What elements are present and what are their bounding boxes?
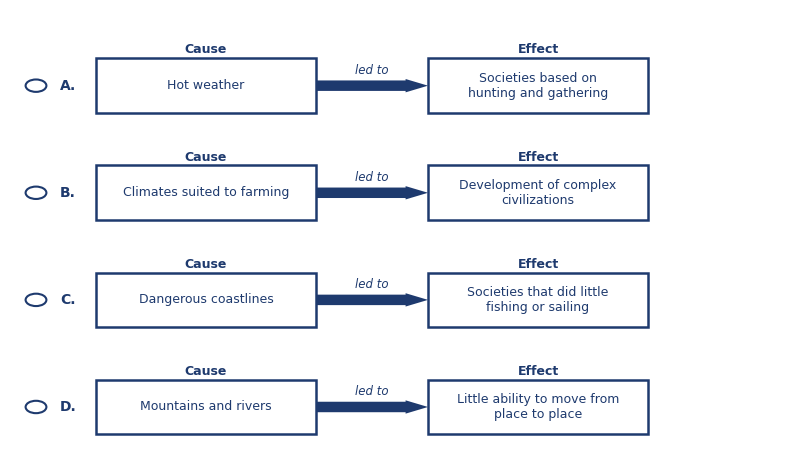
FancyBboxPatch shape [428,380,648,434]
Text: Cause: Cause [185,150,227,164]
Text: led to: led to [355,171,389,184]
FancyBboxPatch shape [96,380,316,434]
Text: Climates suited to farming: Climates suited to farming [123,186,289,199]
Text: B.: B. [60,186,76,200]
Polygon shape [316,186,428,199]
Text: Effect: Effect [518,365,558,378]
Text: Development of complex
civilizations: Development of complex civilizations [459,179,617,207]
Polygon shape [316,79,428,92]
FancyBboxPatch shape [428,166,648,220]
Text: A.: A. [60,79,76,93]
Text: Mountains and rivers: Mountains and rivers [140,400,272,414]
Text: led to: led to [355,278,389,291]
Text: Effect: Effect [518,258,558,271]
FancyBboxPatch shape [96,272,316,327]
Text: Societies based on
hunting and gathering: Societies based on hunting and gathering [468,72,608,99]
Text: Little ability to move from
place to place: Little ability to move from place to pla… [457,393,619,421]
Text: D.: D. [60,400,77,414]
Text: Hot weather: Hot weather [167,79,245,92]
Text: led to: led to [355,385,389,398]
FancyBboxPatch shape [428,59,648,113]
Polygon shape [316,400,428,414]
FancyBboxPatch shape [96,59,316,113]
Text: Dangerous coastlines: Dangerous coastlines [138,293,274,307]
Text: Effect: Effect [518,43,558,57]
Text: Cause: Cause [185,43,227,57]
Text: led to: led to [355,64,389,77]
Polygon shape [316,293,428,307]
FancyBboxPatch shape [96,166,316,220]
Text: C.: C. [60,293,75,307]
Text: Effect: Effect [518,150,558,164]
Text: Cause: Cause [185,258,227,271]
FancyBboxPatch shape [428,272,648,327]
Text: Cause: Cause [185,365,227,378]
Text: Societies that did little
fishing or sailing: Societies that did little fishing or sai… [467,286,609,314]
